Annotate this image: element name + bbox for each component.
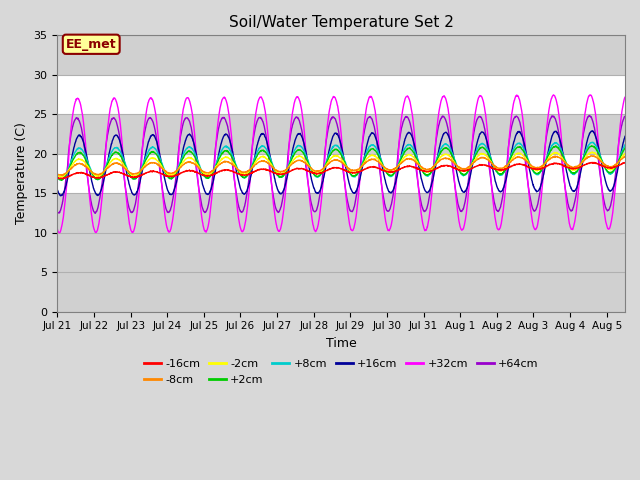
Bar [58, 154, 625, 193]
Text: EE_met: EE_met [66, 38, 116, 51]
Title: Soil/Water Temperature Set 2: Soil/Water Temperature Set 2 [228, 15, 454, 30]
X-axis label: Time: Time [326, 337, 356, 350]
Bar [58, 0, 625, 36]
Bar [58, 75, 625, 114]
Legend: -16cm, -8cm, -2cm, +2cm, +8cm, +16cm, +32cm, +64cm: -16cm, -8cm, -2cm, +2cm, +8cm, +16cm, +3… [140, 355, 543, 389]
Y-axis label: Temperature (C): Temperature (C) [15, 122, 28, 225]
